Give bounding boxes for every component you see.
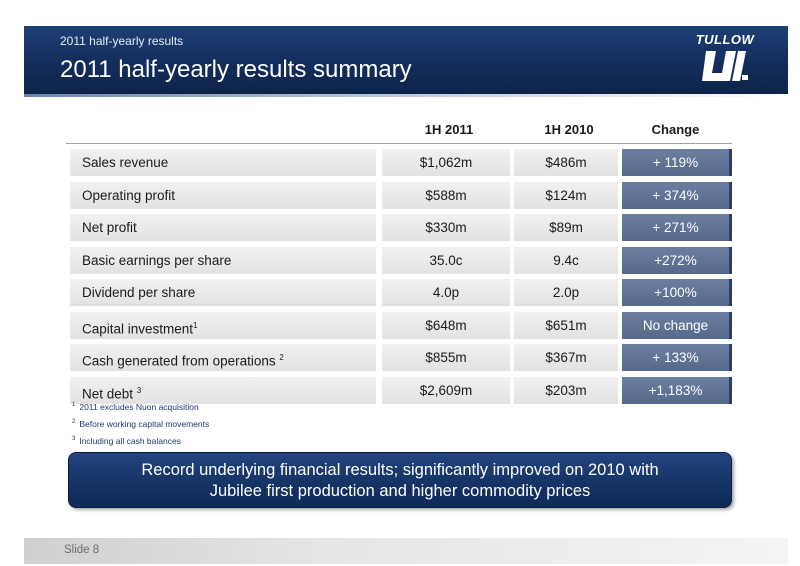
footnote: 3 Including all cash balances (72, 435, 181, 446)
tullow-logo: TULLOW (688, 32, 762, 88)
logo-wordmark: TULLOW (695, 32, 755, 47)
slide-header: 2011 half-yearly results 2011 half-yearl… (24, 26, 788, 94)
footnote-marker: 3 (136, 385, 142, 395)
value-1h2010: $124m (514, 181, 618, 209)
row-label: Cash generated from operations 2 (70, 344, 376, 371)
footnotes: 1 2011 excludes Nuon acquisition 2 Before … (72, 398, 209, 448)
slide-footer: Slide 8 (24, 538, 788, 564)
row-label: Basic earnings per share (70, 246, 376, 274)
banner-line: Jubilee first production and higher comm… (209, 482, 591, 500)
row-label: Capital investment1 (70, 311, 376, 339)
value-1h2011: 35.0c (382, 246, 510, 274)
summary-banner: Record underlying financial results; sig… (68, 452, 732, 508)
table-row: Cash generated from operations 2 $855m $36… (66, 342, 732, 375)
value-1h2010: $651m (514, 311, 618, 339)
value-1h2010: $203m (514, 376, 618, 404)
row-label-text: Capital investment (82, 321, 194, 336)
row-label: Operating profit (70, 181, 376, 209)
slide-number: Slide 8 (64, 544, 100, 556)
value-1h2011: $1,062m (382, 149, 510, 176)
results-table: 1H 2011 1H 2010 Change Sales revenue $1,0… (66, 117, 732, 407)
column-header-change: Change (651, 122, 700, 137)
value-1h2010: $367m (514, 344, 618, 371)
value-1h2011: $2,609m (382, 376, 510, 404)
table-header: 1H 2011 1H 2010 Change (66, 117, 732, 143)
value-change: + 374% (622, 181, 732, 209)
table-header-divider (66, 143, 732, 144)
table-row: Sales revenue $1,062m $486m + 119% (66, 147, 732, 180)
value-change: + 119% (622, 149, 732, 176)
footnote-marker: 2 (279, 353, 284, 362)
table-row: Dividend per share 4.0p 2.0p +100% (66, 277, 732, 310)
banner-line: Record underlying financial results; sig… (141, 461, 659, 479)
value-1h2011: $330m (382, 214, 510, 241)
footnote: 1 2011 excludes Nuon acquisition (72, 401, 199, 412)
header-subtitle: 2011 half-yearly results (60, 34, 184, 48)
table-row: Basic earnings per share 35.0c 9.4c +272% (66, 245, 732, 277)
table-row: Capital investment1 $648m $651m No change (66, 310, 732, 342)
row-label-text: Dividend per share (82, 285, 196, 300)
row-label: Sales revenue (70, 149, 376, 176)
value-1h2011: $588m (382, 181, 510, 209)
row-label-text: Cash generated from operations (82, 353, 280, 369)
row-label: Net profit (70, 214, 376, 241)
value-change: + 133% (622, 344, 732, 371)
row-label: Net debt 3 (70, 376, 376, 404)
value-1h2010: $89m (514, 214, 618, 241)
value-1h2011: $648m (382, 311, 510, 339)
row-label-text: Sales revenue (82, 155, 169, 170)
row-label-text: Net profit (82, 220, 137, 235)
table-row: Operating profit $588m $124m + 374% (66, 180, 732, 212)
value-1h2011: $855m (382, 344, 510, 371)
slide-title: 2011 half-yearly results summary (60, 56, 412, 83)
value-1h2011: 4.0p (382, 279, 510, 306)
header-accent-line (24, 94, 788, 97)
row-label-text: Net debt (82, 386, 137, 401)
table-row: Net profit $330m $89m + 271% (66, 212, 732, 245)
value-change: +1,183% (622, 376, 732, 404)
column-header-1h2011: 1H 2011 (424, 122, 474, 137)
logo-emblem-icon (702, 51, 748, 81)
table-body: Sales revenue $1,062m $486m + 119% Operating… (66, 147, 732, 407)
value-change: No change (622, 311, 732, 339)
value-change: +100% (622, 279, 732, 306)
column-header-1h2010: 1H 2010 (544, 122, 594, 137)
footnote-marker: 1 (193, 320, 198, 330)
value-1h2010: 2.0p (514, 279, 618, 306)
row-label-text: Basic earnings per share (82, 252, 232, 268)
value-1h2010: $486m (514, 149, 618, 176)
value-change: + 271% (622, 214, 732, 241)
footnote: 2 Before working capital movements (72, 418, 210, 429)
table-row: Net debt 3 $2,609m $203m +1,183% (66, 375, 732, 407)
value-change: +272% (622, 246, 732, 274)
value-1h2010: 9.4c (514, 246, 618, 274)
row-label-text: Operating profit (82, 187, 176, 203)
row-label: Dividend per share (70, 279, 376, 306)
